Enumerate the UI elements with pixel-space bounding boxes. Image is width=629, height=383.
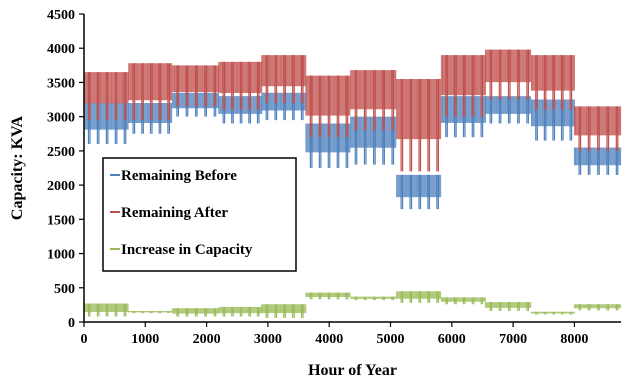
series-dips <box>132 311 171 314</box>
legend-box <box>102 157 297 272</box>
x-tick-label: 4000 <box>315 332 343 347</box>
series-dips <box>222 61 260 110</box>
legend-label: Increase in Capacity <box>121 242 253 258</box>
series-dips <box>445 297 484 305</box>
series-dips <box>489 302 529 312</box>
plot-series <box>83 49 622 318</box>
series-dips <box>578 106 619 151</box>
y-tick-label: 4500 <box>47 8 75 23</box>
series-dips <box>489 96 529 124</box>
x-tick-label: 8000 <box>560 332 588 347</box>
series-dips <box>265 55 304 103</box>
series-dips <box>535 99 573 141</box>
y-tick-label: 500 <box>54 282 75 297</box>
y-tick-label: 2000 <box>47 179 75 194</box>
legend-items: Remaining Before Remaining After Increase … <box>110 168 253 258</box>
series-dips <box>354 296 395 301</box>
y-tick-label: 2500 <box>47 145 75 160</box>
series-group <box>83 49 622 172</box>
series-dips <box>265 304 304 318</box>
series-dips <box>354 116 395 165</box>
series-dips <box>309 292 349 300</box>
x-tick-label: 1000 <box>131 332 159 347</box>
series-group <box>83 291 622 318</box>
legend-label: Remaining After <box>121 205 228 221</box>
y-tick-label: 4000 <box>47 42 75 57</box>
series-dips <box>578 304 619 311</box>
x-tick-label: 3000 <box>254 332 282 347</box>
x-ticks: 0 1000 2000 3000 4000 5000 6000 7000 8000 <box>81 322 588 347</box>
series-dips <box>354 70 395 131</box>
x-tick-label: 5000 <box>377 332 405 347</box>
legend: Remaining Before Remaining After Increase … <box>102 157 297 272</box>
series-dips <box>132 63 171 121</box>
y-tick-label: 0 <box>68 316 75 331</box>
series-dips <box>535 311 573 315</box>
y-tick-label: 1500 <box>47 213 75 228</box>
x-axis-title: Hour of Year <box>308 362 397 379</box>
series-dips <box>309 123 349 168</box>
y-axis-title: Capacity: KVA <box>9 115 26 220</box>
x-tick-label: 6000 <box>438 332 466 347</box>
series-dips <box>176 308 217 317</box>
y-ticks: 0 500 1000 1500 2000 2500 3000 3500 4000 4500 <box>47 8 84 331</box>
series-dips <box>400 291 440 303</box>
axes: 0 500 1000 1500 2000 2500 3000 3500 4000 4500 0 10… <box>47 8 621 347</box>
series-dips <box>176 65 217 107</box>
series-dips <box>445 55 484 117</box>
series-dips <box>400 79 440 172</box>
series-dips <box>489 49 529 100</box>
y-tick-label: 3000 <box>47 111 75 126</box>
y-tick-label: 1000 <box>47 248 75 263</box>
series-dips <box>87 72 127 121</box>
x-tick-label: 0 <box>81 332 88 347</box>
x-tick-label: 7000 <box>499 332 527 347</box>
series-dips <box>87 102 127 145</box>
series-dips <box>309 75 349 138</box>
x-tick-label: 2000 <box>193 332 221 347</box>
series-dips <box>222 306 260 317</box>
series-dips <box>265 92 304 121</box>
series-dips <box>535 55 573 110</box>
legend-label: Remaining Before <box>121 168 237 184</box>
series-dips <box>400 174 440 210</box>
y-tick-label: 3500 <box>47 76 75 91</box>
series-dips <box>578 147 619 175</box>
series-dips <box>87 303 127 317</box>
